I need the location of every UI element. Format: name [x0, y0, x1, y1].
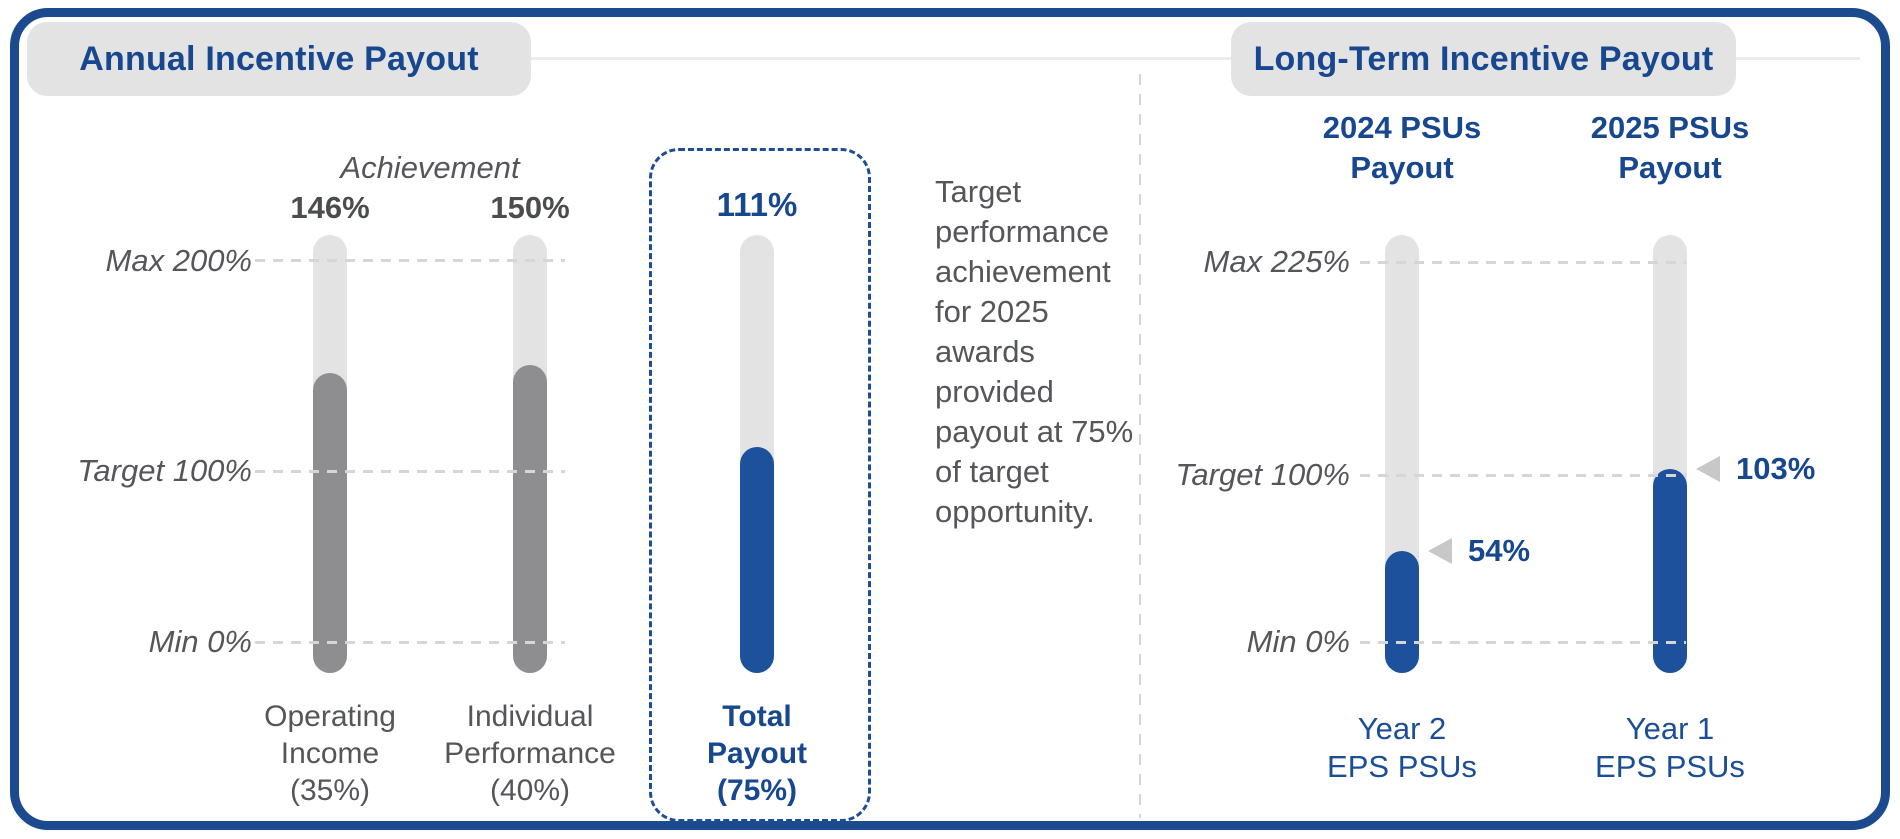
- year2-value-label: 54%: [1468, 533, 1531, 569]
- gridline-max: [255, 259, 565, 262]
- total-payout-bar-fill: [740, 446, 774, 673]
- gridline-min: [1360, 641, 1686, 644]
- axis-max-label: Max 200%: [105, 243, 252, 278]
- gridline-target: [1360, 474, 1686, 477]
- axis-target-label: Target 100%: [77, 453, 252, 488]
- gridline-min: [255, 641, 565, 644]
- left-triangle-icon: [1428, 538, 1452, 565]
- operating-income-category-label: Operating Income (35%): [264, 700, 396, 807]
- axis-min-label: Min 0%: [1246, 624, 1350, 659]
- year1-eps-psus-bar-fill: [1653, 468, 1687, 673]
- total-payout-category-label: Total Payout (75%): [706, 700, 808, 807]
- achievement-label: Achievement: [340, 150, 520, 185]
- psus-2025-column-title: 2025 PSUs Payout: [1590, 110, 1750, 185]
- long-term-incentive-title: Long-Term Incentive Payout: [1253, 39, 1714, 78]
- annual-incentive-title: Annual Incentive Payout: [79, 39, 479, 78]
- axis-target-label: Target 100%: [1175, 457, 1350, 492]
- year1-value-label: 103%: [1736, 450, 1816, 486]
- axis-min-label: Min 0%: [148, 624, 252, 659]
- section-divider-dashed: [1139, 74, 1141, 818]
- individual-performance-category-label: Individual Performance (40%): [444, 700, 616, 807]
- total-payout-dashed-box: [649, 148, 871, 822]
- year1-value-marker: 103%: [1696, 450, 1816, 486]
- annual-incentive-header-pill: Annual Incentive Payout: [27, 22, 531, 96]
- operating-income-value-label: 146%: [290, 190, 370, 225]
- psus-2024-column-title: 2024 PSUs Payout: [1322, 110, 1482, 185]
- total-payout-value-label: 111%: [716, 186, 798, 223]
- axis-max-label: Max 225%: [1203, 244, 1350, 279]
- year1-eps-psus-category-label: Year 1 EPS PSUs: [1595, 711, 1745, 784]
- target-performance-note: Target performance achievement for 2025 …: [935, 174, 1134, 529]
- year2-eps-psus-category-label: Year 2 EPS PSUs: [1327, 711, 1477, 784]
- long-term-incentive-header-pill: Long-Term Incentive Payout: [1231, 22, 1736, 96]
- individual-performance-value-label: 150%: [490, 190, 570, 225]
- left-triangle-icon: [1696, 455, 1720, 482]
- year2-eps-psus-bar-fill: [1385, 551, 1419, 673]
- gridline-max: [1360, 261, 1686, 264]
- year2-value-marker: 54%: [1428, 533, 1531, 569]
- panel-border: [10, 8, 1890, 830]
- individual-performance-bar-fill: [513, 364, 547, 673]
- operating-income-bar-fill: [313, 372, 347, 673]
- gridline-target: [255, 470, 565, 473]
- header-connector-line: [531, 57, 1860, 60]
